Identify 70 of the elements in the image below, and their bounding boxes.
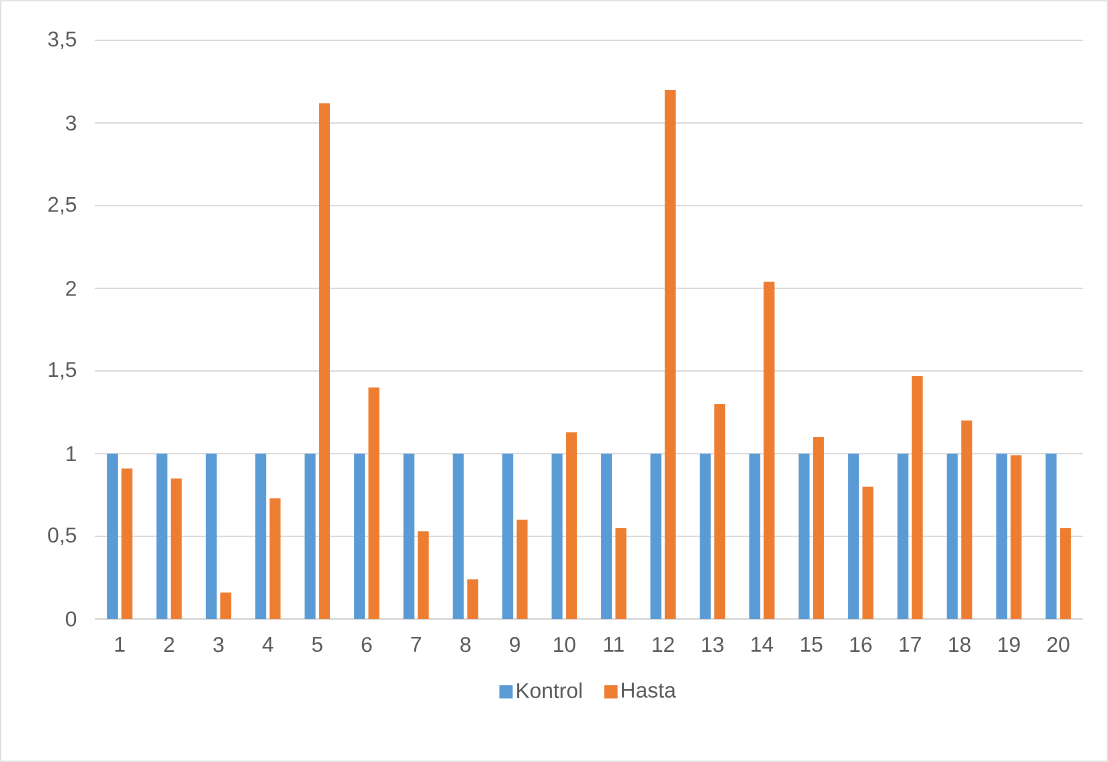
x-tick-label: 6 — [361, 637, 372, 653]
bar — [749, 453, 761, 619]
bar — [319, 103, 330, 619]
bar — [1010, 455, 1022, 619]
y-tick-label: 3,5 — [48, 31, 77, 50]
bar — [848, 453, 859, 619]
bar — [269, 498, 281, 619]
x-tick-label: 3 — [213, 637, 224, 653]
bar — [354, 453, 365, 619]
x-tick-label: 8 — [460, 637, 471, 653]
bar — [452, 453, 464, 619]
bar — [502, 453, 514, 619]
x-tick-label: 20 — [1047, 637, 1070, 653]
bar — [664, 89, 676, 619]
bar — [566, 432, 577, 619]
bar — [368, 387, 380, 619]
x-tick-label: 12 — [652, 637, 674, 652]
x-tick-label: 14 — [751, 637, 774, 652]
x-tick-label: 11 — [604, 637, 624, 652]
x-tick-label: 13 — [702, 637, 724, 653]
bar — [862, 486, 874, 619]
bar — [961, 420, 973, 619]
x-tick-label: 5 — [312, 637, 323, 652]
bar — [798, 453, 810, 619]
x-tick-label: 1 — [115, 637, 125, 652]
bar — [417, 531, 429, 619]
bar — [121, 468, 133, 619]
bar — [996, 453, 1008, 619]
x-tick-label: 15 — [801, 637, 823, 652]
x-tick-label: 4 — [262, 637, 274, 652]
x-tick-label: 10 — [554, 637, 576, 653]
legend-label: Hasta — [622, 682, 676, 698]
y-tick-label: 3 — [65, 115, 77, 131]
bar — [255, 453, 267, 619]
y-tick-label: 0,5 — [48, 527, 77, 546]
bar — [946, 453, 958, 619]
bar — [714, 404, 726, 619]
y-tick-label: 1,5 — [48, 362, 77, 380]
bar — [1060, 528, 1071, 619]
bar — [107, 453, 118, 619]
x-tick-label: 19 — [998, 637, 1020, 653]
y-tick-label: 1 — [66, 446, 76, 461]
legend-label: Kontrol — [517, 682, 582, 699]
y-tick-label: 2 — [66, 280, 76, 296]
bar — [699, 453, 711, 619]
bar — [516, 519, 528, 619]
x-tick-label: 16 — [850, 637, 872, 653]
bar — [304, 453, 316, 619]
bar — [763, 281, 775, 619]
bar — [170, 478, 182, 619]
bar — [650, 453, 662, 619]
bar — [615, 528, 627, 619]
bar — [467, 579, 479, 619]
x-tick-label: 18 — [949, 637, 971, 653]
x-tick-label: 7 — [411, 637, 421, 652]
bar — [205, 453, 217, 619]
x-tick-label: 2 — [164, 637, 174, 652]
bar — [813, 437, 824, 619]
bar — [220, 592, 232, 619]
bar — [897, 453, 909, 619]
y-tick-label: 0 — [65, 611, 77, 627]
bar — [156, 453, 168, 619]
y-tick-label: 2,5 — [48, 196, 77, 215]
x-tick-label: 9 — [509, 637, 520, 653]
x-tick-label: 17 — [899, 637, 921, 652]
bar — [911, 375, 923, 619]
bar — [601, 453, 612, 619]
bar — [551, 453, 563, 619]
bar — [403, 453, 415, 619]
bar — [1045, 453, 1057, 619]
